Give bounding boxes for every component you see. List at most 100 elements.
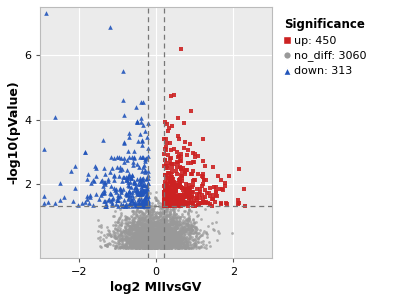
Point xyxy=(176,218,182,223)
Point xyxy=(146,216,152,221)
Point xyxy=(119,245,125,250)
Point xyxy=(160,232,166,237)
Point xyxy=(199,200,206,205)
Point xyxy=(159,238,165,243)
Point xyxy=(190,240,197,245)
Point xyxy=(149,221,156,226)
Point xyxy=(146,243,152,248)
Point xyxy=(130,163,136,168)
Point xyxy=(234,201,241,206)
Point xyxy=(141,222,148,226)
Point xyxy=(164,230,171,234)
Point xyxy=(169,216,176,221)
Point xyxy=(162,231,168,236)
Point xyxy=(160,241,166,246)
Point xyxy=(152,224,158,229)
Point xyxy=(174,234,181,238)
Point xyxy=(186,208,192,213)
Point xyxy=(131,234,138,238)
Point xyxy=(136,209,142,214)
Point xyxy=(138,188,144,193)
Point xyxy=(146,243,152,248)
Point xyxy=(154,237,160,241)
Point xyxy=(135,239,142,244)
Point xyxy=(130,238,137,243)
Point xyxy=(148,207,154,212)
Point xyxy=(171,234,177,239)
Point xyxy=(169,245,176,250)
Point xyxy=(173,221,179,226)
Point xyxy=(159,222,166,226)
Point xyxy=(144,243,150,248)
Point xyxy=(163,241,169,246)
Point xyxy=(172,183,179,188)
Point xyxy=(159,220,166,225)
Point xyxy=(169,175,175,180)
Point xyxy=(162,200,168,205)
Point xyxy=(160,245,166,250)
Point xyxy=(170,244,176,249)
Point xyxy=(168,243,174,248)
Point xyxy=(154,238,160,243)
Point xyxy=(111,222,118,227)
Point xyxy=(152,240,158,245)
Point xyxy=(163,225,170,229)
Point xyxy=(163,213,170,218)
Point xyxy=(176,193,182,197)
Point xyxy=(186,187,193,191)
Point xyxy=(162,185,168,190)
Point xyxy=(122,223,128,228)
Point xyxy=(138,219,145,224)
Point xyxy=(101,189,107,194)
Point xyxy=(156,234,162,239)
Point xyxy=(140,242,147,247)
Point xyxy=(166,194,172,199)
Point xyxy=(186,195,192,200)
Point xyxy=(162,215,168,220)
Point xyxy=(109,203,115,207)
Point xyxy=(150,243,157,247)
Point xyxy=(173,226,180,231)
Point xyxy=(148,244,154,248)
Point xyxy=(185,243,191,248)
Point xyxy=(138,225,145,230)
Point xyxy=(147,245,153,250)
Point xyxy=(162,209,168,214)
Point xyxy=(126,237,133,242)
Point xyxy=(152,238,158,243)
Point xyxy=(180,227,187,232)
Point xyxy=(132,225,138,230)
Point xyxy=(136,237,142,242)
Point xyxy=(176,239,182,244)
Point xyxy=(141,244,147,249)
Point xyxy=(140,202,146,206)
Point xyxy=(182,202,188,206)
Point xyxy=(156,240,162,245)
Point xyxy=(146,213,152,218)
Point xyxy=(166,195,172,200)
Point xyxy=(153,231,160,236)
Point xyxy=(116,217,122,222)
Point xyxy=(140,225,147,229)
Point xyxy=(182,209,188,213)
Point xyxy=(178,227,184,232)
Point xyxy=(150,232,156,237)
Point xyxy=(182,226,189,231)
Point xyxy=(162,243,168,248)
Point xyxy=(219,187,226,192)
Point xyxy=(144,245,150,250)
Point xyxy=(118,191,124,195)
Point xyxy=(146,228,153,232)
Point xyxy=(160,240,166,245)
Point xyxy=(136,243,142,248)
Point xyxy=(124,223,130,228)
Point xyxy=(170,235,176,240)
Point xyxy=(150,244,156,248)
Point xyxy=(160,236,166,240)
Point xyxy=(169,244,176,249)
Point xyxy=(98,225,104,230)
Point xyxy=(153,198,159,203)
Point xyxy=(156,206,163,211)
Point xyxy=(149,244,156,249)
Point xyxy=(164,224,171,229)
